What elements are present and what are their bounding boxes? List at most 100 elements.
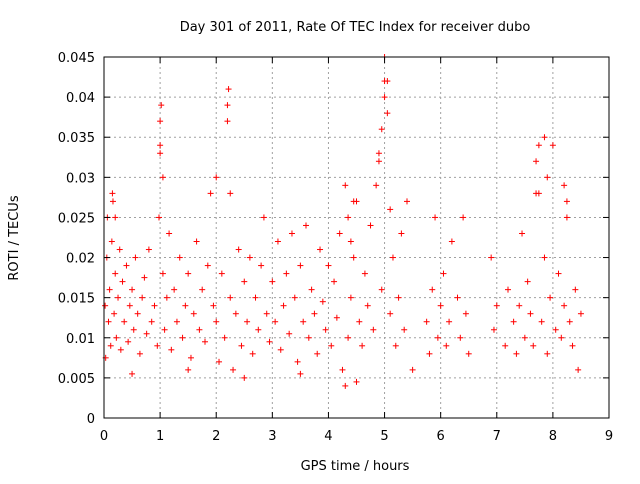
data-point — [294, 358, 301, 365]
data-point — [328, 342, 335, 349]
data-point — [241, 278, 248, 285]
data-point — [535, 142, 542, 149]
data-point — [502, 342, 509, 349]
y-tick-label: 0.03 — [66, 171, 95, 186]
data-point — [109, 190, 116, 197]
data-point — [493, 302, 500, 309]
data-point — [252, 294, 259, 301]
data-point — [516, 302, 523, 309]
data-point — [454, 294, 461, 301]
data-point — [255, 326, 262, 333]
data-point — [227, 190, 234, 197]
y-tick-label: 0.015 — [58, 292, 95, 307]
data-point — [530, 342, 537, 349]
data-point — [350, 254, 357, 261]
data-point — [143, 330, 150, 337]
x-tick-label: 6 — [437, 429, 445, 444]
y-tick-label: 0.025 — [58, 211, 95, 226]
y-tick-label: 0.04 — [66, 91, 95, 106]
data-point — [392, 342, 399, 349]
data-point — [359, 342, 366, 349]
data-point — [575, 366, 582, 373]
data-point — [544, 350, 551, 357]
data-point — [446, 318, 453, 325]
x-tick-label: 0 — [100, 429, 108, 444]
data-point — [409, 366, 416, 373]
data-point — [356, 318, 363, 325]
data-point — [227, 294, 234, 301]
data-point — [224, 118, 231, 125]
data-point — [161, 326, 168, 333]
data-point — [440, 270, 447, 277]
data-point — [286, 330, 293, 337]
data-point — [158, 102, 165, 109]
data-point — [361, 270, 368, 277]
data-point — [364, 302, 371, 309]
y-tick-label: 0.045 — [58, 51, 95, 66]
data-point — [563, 198, 570, 205]
data-point — [552, 326, 559, 333]
data-point — [541, 254, 548, 261]
data-point — [457, 334, 464, 341]
data-point — [297, 262, 304, 269]
x-tick-label: 5 — [380, 429, 388, 444]
data-point — [387, 310, 394, 317]
y-tick-label: 0.005 — [58, 372, 95, 387]
data-point — [213, 174, 220, 181]
data-point — [111, 310, 118, 317]
data-point — [563, 214, 570, 221]
data-point — [202, 338, 208, 345]
data-point — [157, 118, 164, 125]
x-tick-label: 2 — [212, 429, 220, 444]
data-point — [141, 274, 148, 281]
data-point — [288, 230, 295, 237]
data-point — [375, 150, 382, 157]
data-point — [241, 374, 248, 381]
data-point — [465, 350, 472, 357]
data-point — [258, 262, 265, 269]
data-point — [538, 318, 545, 325]
data-point — [277, 346, 284, 353]
data-point — [384, 110, 391, 117]
y-tick-label: 0.01 — [66, 332, 95, 347]
data-point — [139, 294, 146, 301]
data-point — [130, 326, 137, 333]
data-point — [121, 318, 128, 325]
data-point — [159, 174, 166, 181]
data-point — [533, 158, 540, 165]
data-point — [274, 238, 281, 245]
x-tick-label: 8 — [549, 429, 557, 444]
data-point — [336, 230, 343, 237]
data-point — [389, 254, 396, 261]
data-point — [549, 142, 556, 149]
data-point — [116, 246, 123, 253]
data-point — [221, 334, 228, 341]
data-point — [488, 254, 495, 261]
data-point — [572, 286, 579, 293]
data-point — [375, 158, 382, 165]
data-point — [342, 182, 349, 189]
axes-layer: 0 1 2 3 4 5 6 7 8 9 0 0.005 0.01 0.015 0.02 0.025 0.03 0.… — [58, 51, 613, 444]
data-point — [342, 382, 349, 389]
data-point — [199, 286, 206, 293]
data-point — [163, 294, 170, 301]
data-point — [305, 334, 312, 341]
data-point — [404, 198, 410, 205]
data-point — [378, 126, 385, 133]
data-point — [395, 294, 402, 301]
data-point — [291, 294, 298, 301]
data-point — [207, 190, 214, 197]
data-point — [235, 246, 242, 253]
data-point — [510, 318, 517, 325]
data-point — [224, 102, 231, 109]
data-point — [541, 134, 548, 141]
data-point — [331, 278, 338, 285]
data-point — [569, 342, 576, 349]
data-point — [339, 366, 346, 373]
data-point — [106, 286, 113, 293]
data-point — [218, 270, 225, 277]
data-point — [117, 346, 124, 353]
data-point — [109, 198, 116, 205]
